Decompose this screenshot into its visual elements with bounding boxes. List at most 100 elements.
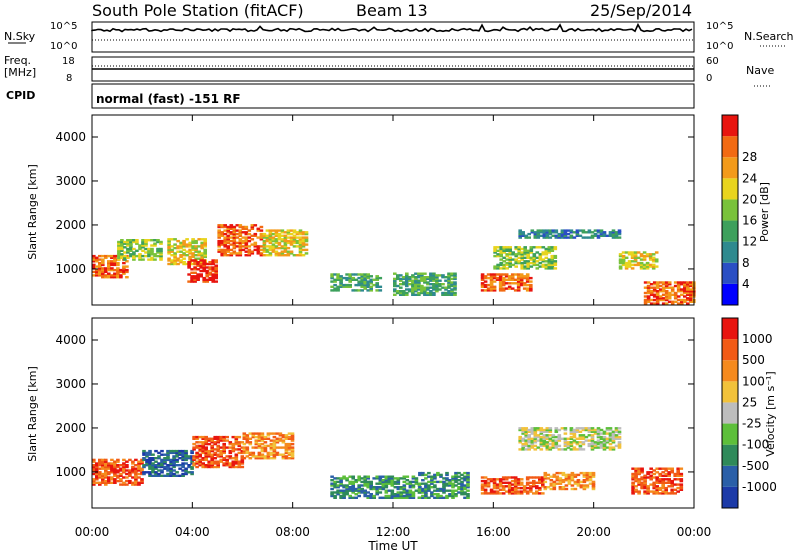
data-cell <box>673 295 678 298</box>
data-cell <box>436 473 440 477</box>
data-cell <box>251 446 256 449</box>
data-cell <box>533 428 538 432</box>
data-cell <box>345 493 349 496</box>
data-cell <box>333 486 337 489</box>
data-cell <box>448 489 452 492</box>
data-cell <box>104 462 108 465</box>
data-cell <box>190 280 194 283</box>
data-cell <box>541 260 546 263</box>
data-cell <box>498 287 503 290</box>
data-cell <box>148 471 152 474</box>
data-cell <box>151 453 155 456</box>
data-cell <box>505 247 509 251</box>
data-cell <box>200 252 204 255</box>
data-cell <box>608 439 613 442</box>
data-cell <box>535 481 539 484</box>
data-cell <box>450 288 454 291</box>
data-cell <box>150 256 154 259</box>
data-cell <box>390 479 395 482</box>
data-cell <box>553 256 558 259</box>
data-cell <box>354 493 358 496</box>
data-cell <box>578 434 583 437</box>
data-cell <box>128 458 132 462</box>
data-cell <box>277 236 282 239</box>
colorbar-segment <box>722 444 738 466</box>
data-cell <box>232 231 237 234</box>
data-cell <box>542 442 547 446</box>
data-cell <box>360 280 364 283</box>
data-cell <box>524 234 528 237</box>
data-cell <box>259 252 264 255</box>
data-region <box>543 471 596 491</box>
data-cell <box>614 231 619 234</box>
data-cell <box>608 435 613 439</box>
data-cell <box>399 486 404 489</box>
data-cell <box>414 281 418 284</box>
data-cell <box>104 465 108 469</box>
data-cell <box>654 260 659 263</box>
data-cell <box>182 241 186 245</box>
data-cell <box>116 471 120 474</box>
data-cell <box>658 481 662 484</box>
data-cell <box>151 462 155 465</box>
data-cell <box>142 458 146 462</box>
data-cell <box>548 448 553 451</box>
data-cell <box>241 248 246 252</box>
data-cell <box>140 460 144 463</box>
data-cell <box>92 469 96 472</box>
data-cell <box>637 467 641 470</box>
data-cell <box>652 481 656 484</box>
data-cell <box>190 275 194 278</box>
data-cell <box>181 469 185 472</box>
data-cell <box>513 478 518 481</box>
data-cell <box>342 493 346 496</box>
xtick-label: 12:00 <box>376 525 411 539</box>
colorbar-segment <box>722 360 738 382</box>
data-cell <box>351 273 355 276</box>
data-cell <box>123 256 127 259</box>
data-cell <box>220 248 224 252</box>
data-cell <box>260 439 265 442</box>
data-cell <box>107 261 111 265</box>
data-cell <box>216 448 220 451</box>
data-cell <box>225 464 229 467</box>
data-cell <box>262 246 267 250</box>
data-cell <box>627 261 632 265</box>
data-cell <box>553 267 558 270</box>
data-cell <box>244 246 249 250</box>
data-cell <box>110 467 114 470</box>
data-cell <box>207 462 211 465</box>
data-cell <box>231 446 236 449</box>
data-cell <box>655 492 659 495</box>
data-cell <box>301 232 306 236</box>
data-cell <box>513 486 518 490</box>
data-cell <box>351 477 355 480</box>
data-cell <box>205 280 209 283</box>
data-cell <box>417 272 421 275</box>
data-cell <box>533 236 538 239</box>
data-cell <box>432 279 436 282</box>
data-cell <box>238 224 243 227</box>
data-cell <box>339 494 343 498</box>
data-cell <box>145 455 149 458</box>
data-cell <box>426 291 430 295</box>
data-cell <box>541 476 545 479</box>
data-cell <box>98 258 102 261</box>
data-cell <box>375 489 379 492</box>
data-cell <box>417 274 421 277</box>
data-cell <box>260 455 265 458</box>
data-cell <box>634 469 638 472</box>
data-cell <box>104 267 108 270</box>
ytick-label: 2000 <box>55 218 86 232</box>
data-cell <box>649 283 654 286</box>
colorbar-segment <box>722 423 738 445</box>
data-cell <box>265 248 270 252</box>
data-cell <box>241 239 246 243</box>
data-cell <box>169 458 173 462</box>
data-cell <box>551 442 556 446</box>
data-cell <box>489 280 494 283</box>
data-cell <box>232 225 237 229</box>
data-cell <box>667 471 671 474</box>
data-cell <box>492 481 497 484</box>
data-cell <box>640 485 644 488</box>
